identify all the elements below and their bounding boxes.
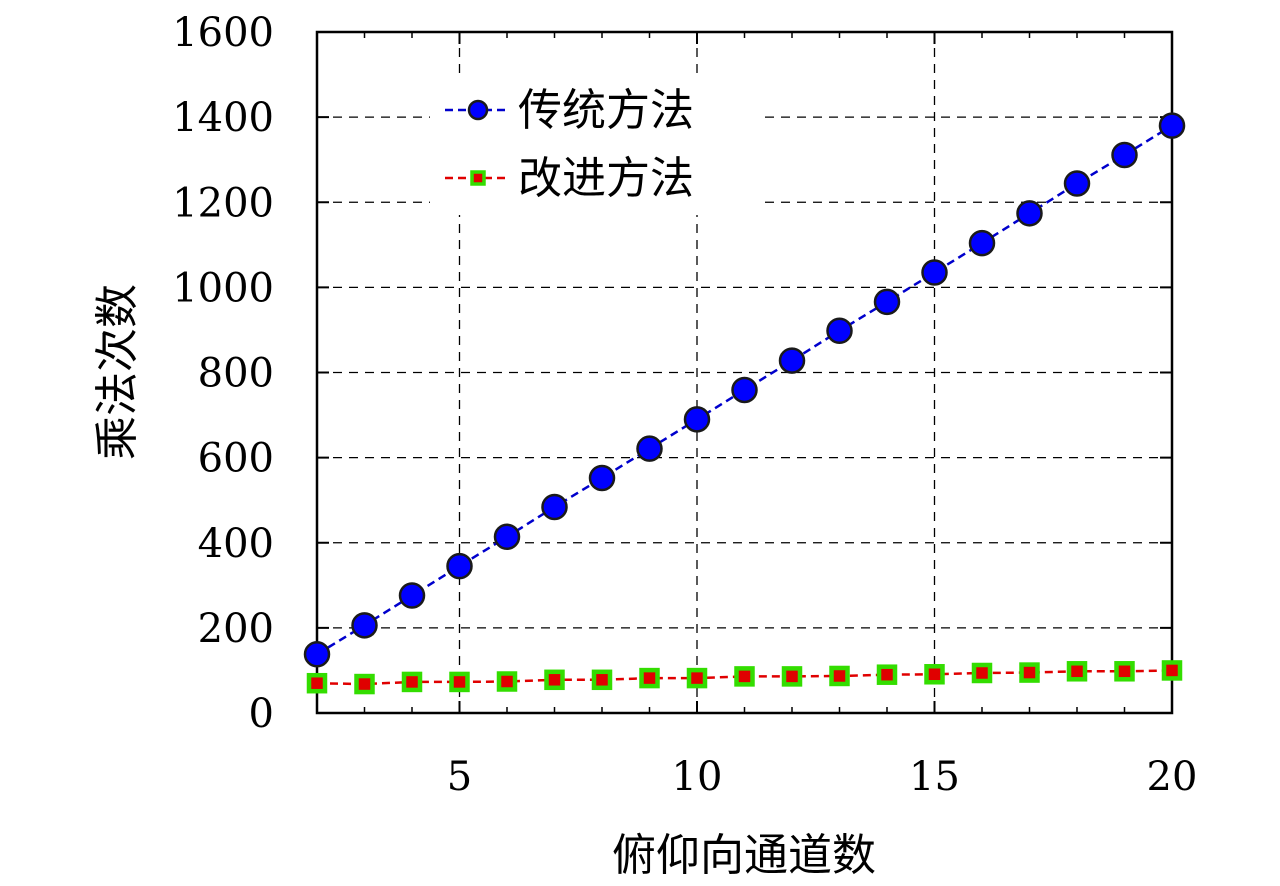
- y-tick-label: 400: [198, 521, 274, 567]
- data-point: [541, 493, 568, 521]
- data-point: [306, 672, 328, 694]
- data-point: [1066, 661, 1088, 682]
- x-tick-label: 5: [447, 754, 472, 800]
- data-point: [354, 673, 375, 695]
- data-point: [493, 523, 521, 551]
- y-tick-label: 0: [249, 691, 274, 737]
- data-point: [1016, 200, 1043, 227]
- data-point: [829, 665, 850, 687]
- y-tick-label: 800: [198, 351, 274, 397]
- y-tick-label: 200: [198, 606, 274, 652]
- data-point: [876, 664, 898, 685]
- y-tick-label: 600: [198, 436, 274, 482]
- data-point: [446, 552, 473, 580]
- data-point: [467, 99, 489, 121]
- data-point: [401, 671, 423, 693]
- x-tick-label: 10: [672, 754, 723, 800]
- data-point: [921, 259, 948, 286]
- y-tick-label: 1200: [172, 180, 274, 226]
- data-point: [544, 669, 565, 691]
- data-point: [683, 406, 711, 433]
- data-point: [968, 229, 996, 257]
- data-point: [1019, 662, 1040, 683]
- data-point: [1158, 112, 1186, 139]
- data-point: [734, 666, 755, 687]
- y-axis-title: 乘法次数: [92, 284, 143, 460]
- series-layer: [303, 112, 1186, 695]
- data-point: [470, 170, 486, 186]
- data-point: [449, 671, 470, 693]
- data-point: [971, 662, 993, 684]
- legend-entry: 传统方法: [445, 85, 694, 136]
- data-point: [686, 667, 708, 689]
- data-point: [1161, 660, 1183, 681]
- data-point: [636, 435, 663, 462]
- data-point: [303, 641, 331, 668]
- data-point: [781, 666, 803, 687]
- y-tick-label: 1400: [172, 95, 274, 141]
- data-point: [924, 664, 945, 685]
- legend-entry: 改进方法: [445, 153, 694, 204]
- data-point: [398, 582, 426, 609]
- x-tick-label: 15: [909, 754, 960, 800]
- axis-ticks: 0 200 400 600 800 1000 1200 1400 1600 5 10 15 20: [172, 10, 1197, 800]
- data-point: [826, 317, 853, 345]
- y-tick-label: 1000: [172, 265, 274, 311]
- legend-label: 改进方法: [518, 153, 694, 204]
- y-tick-label: 1600: [172, 10, 274, 56]
- data-point: [731, 376, 758, 404]
- legend-label: 传统方法: [518, 85, 694, 136]
- x-tick-label: 20: [1147, 754, 1198, 800]
- data-point: [351, 612, 378, 639]
- series-1: [303, 112, 1186, 668]
- data-point: [639, 667, 660, 689]
- data-point: [1114, 661, 1135, 682]
- data-point: [1111, 141, 1138, 169]
- data-point: [1063, 170, 1091, 197]
- data-point: [778, 347, 806, 374]
- data-point: [588, 464, 616, 492]
- x-axis-title: 俯仰向通道数: [612, 830, 876, 881]
- data-point: [496, 671, 518, 692]
- data-point: [873, 288, 901, 316]
- data-point: [591, 669, 613, 691]
- series-2: [306, 660, 1183, 695]
- legend-box: [430, 75, 760, 215]
